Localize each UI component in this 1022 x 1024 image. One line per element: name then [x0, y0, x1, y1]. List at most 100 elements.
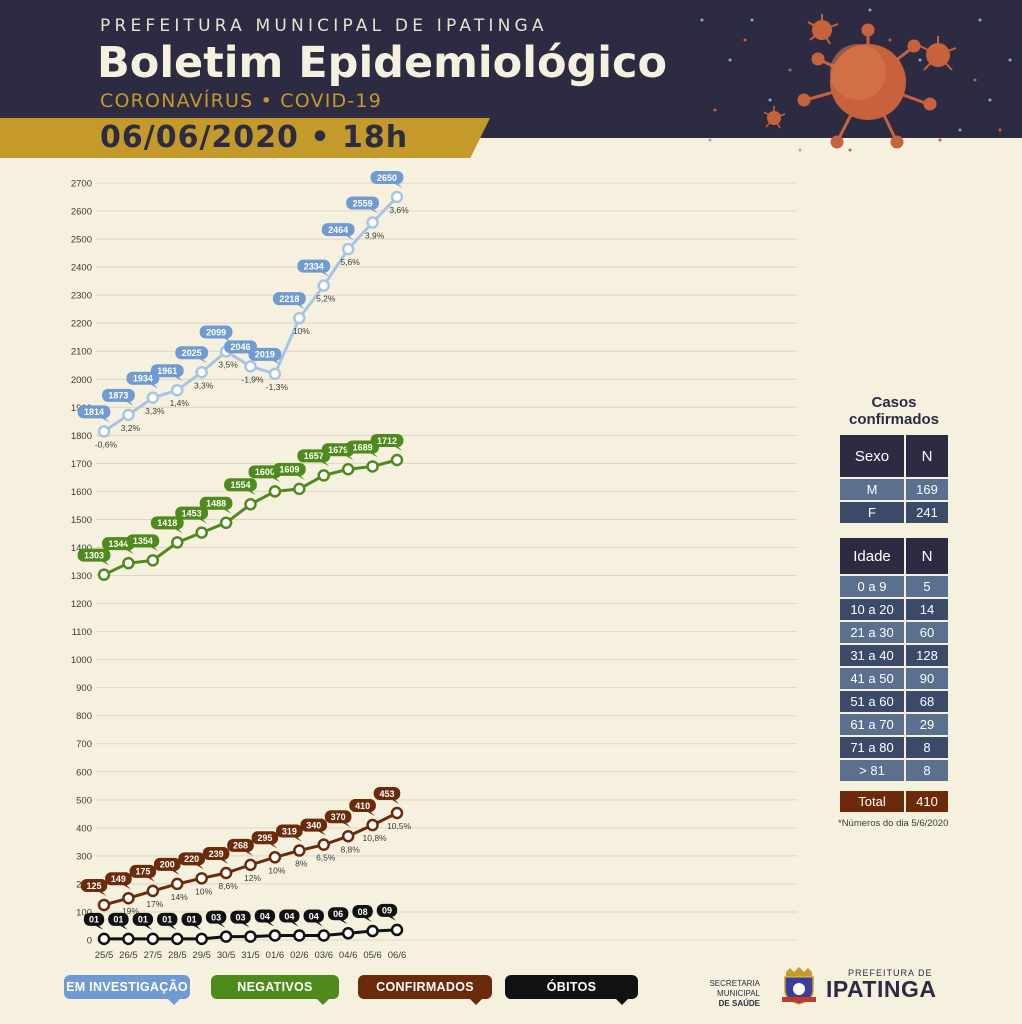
y-axis-ticks: 0100200300400500600700800900100011001200… [71, 179, 92, 947]
y-tick-label: 1000 [71, 655, 92, 666]
data-label: 2099 [206, 327, 226, 337]
data-label-pointer [198, 358, 208, 364]
data-label: 2046 [230, 342, 250, 352]
data-point [341, 927, 355, 940]
data-label: 1934 [133, 374, 153, 384]
data-point [366, 460, 379, 473]
data-label-pointer [271, 477, 281, 483]
y-tick-label: 2200 [71, 319, 92, 330]
data-label: 1712 [377, 436, 397, 446]
city-name: IPATINGA [826, 976, 937, 1002]
data-label: 1453 [182, 508, 202, 518]
data-label-bg [376, 903, 398, 917]
data-label-bg [230, 910, 251, 924]
data-point [146, 932, 160, 946]
data-label-bg [157, 912, 178, 926]
x-tick-label: 31/5 [241, 950, 260, 961]
data-label: 09 [382, 906, 392, 916]
page-subtitle: CORONAVÍRUS • COVID-19 [100, 90, 382, 112]
coronavirus-icon [700, 8, 1012, 152]
idade-value: 68 [906, 691, 948, 712]
sexo-value: 241 [906, 502, 948, 523]
data-label: 1609 [279, 465, 299, 475]
data-label-pointer [146, 876, 156, 882]
y-tick-label: 2400 [71, 263, 92, 274]
data-point [390, 923, 404, 937]
pct-label: 1,4% [170, 398, 190, 408]
total-label: Total [840, 791, 904, 812]
legend-obitos: ÓBITOS [505, 975, 638, 1005]
data-label-bg [83, 912, 105, 926]
y-tick-label: 600 [76, 767, 92, 778]
data-label: 453 [379, 789, 394, 799]
y-tick-label: 2100 [71, 347, 92, 358]
data-label-pointer [368, 208, 378, 214]
pct-label: 10% [293, 326, 310, 336]
data-label: 1689 [353, 442, 373, 452]
data-label-bg [77, 405, 111, 419]
data-label: 01 [138, 915, 148, 925]
data-label-bg [153, 857, 181, 871]
y-tick-label: 500 [76, 795, 92, 806]
data-label-pointer [390, 798, 400, 804]
data-point [122, 408, 135, 422]
data-label-bg [324, 810, 352, 824]
series-investigacao: 1814 -0,6% 1873 3,2% 1934 3,3% 1961 1,4% 2025 3,3… [77, 171, 409, 449]
idade-label: 10 a 20 [840, 599, 904, 620]
data-label-pointer [295, 304, 305, 310]
data-label: 1488 [206, 499, 226, 509]
data-label-pointer [198, 518, 208, 524]
sexo-label: M [840, 479, 904, 500]
secretaria-line2: DE SAÚDE [718, 999, 760, 1008]
data-point [317, 279, 330, 292]
data-label: 2464 [328, 225, 348, 235]
data-point [268, 485, 282, 498]
data-label: 1679 [328, 445, 348, 455]
data-label-pointer [240, 922, 250, 928]
total-table: Total 410 [838, 789, 950, 814]
data-label: 268 [233, 841, 248, 851]
data-point [97, 898, 111, 912]
sexo-value: 169 [906, 479, 948, 500]
data-label-pointer [216, 922, 226, 928]
idade-label: 71 a 80 [840, 737, 904, 758]
idade-value: 128 [906, 645, 948, 666]
data-point [195, 932, 208, 946]
data-label-pointer [173, 528, 183, 534]
data-label: 2650 [377, 173, 397, 183]
data-label-pointer [338, 919, 348, 925]
data-label-bg [276, 824, 303, 838]
data-label: 2559 [353, 198, 373, 208]
y-tick-label: 2500 [71, 235, 92, 246]
data-label: 06 [333, 909, 343, 919]
data-label: 1657 [304, 451, 324, 461]
line-chart: 0 100 200 300 400 500 600 700 800 900 1000 1100 1200… [71, 171, 797, 961]
data-label-bg [199, 325, 233, 339]
data-point [195, 872, 208, 885]
data-label-pointer [124, 400, 134, 406]
data-label-pointer [365, 811, 375, 817]
data-point [268, 367, 282, 381]
data-label-bg [129, 864, 157, 878]
table-row: 41 a 50 90 [840, 668, 948, 689]
data-label: 410 [355, 801, 370, 811]
table-row: 31 a 40 128 [840, 645, 948, 666]
y-tick-label: 1800 [71, 431, 92, 442]
y-tick-label: 700 [76, 739, 92, 750]
table-row: 10 a 20 14 [840, 599, 948, 620]
data-point [146, 391, 160, 405]
pct-label: -0,6% [95, 439, 118, 449]
data-label-pointer [387, 915, 397, 921]
data-label: 01 [162, 915, 172, 925]
data-label: 08 [358, 907, 368, 917]
idade-label: > 81 [840, 760, 904, 781]
data-label: 149 [111, 874, 126, 884]
pct-label: -1,3% [266, 382, 289, 392]
data-point [122, 891, 135, 905]
data-label-pointer [143, 924, 153, 930]
data-label-pointer [149, 383, 159, 389]
pct-label: 5,6% [340, 257, 360, 267]
data-label-bg [102, 388, 135, 402]
data-point [195, 366, 208, 379]
data-label-bg [272, 462, 306, 476]
